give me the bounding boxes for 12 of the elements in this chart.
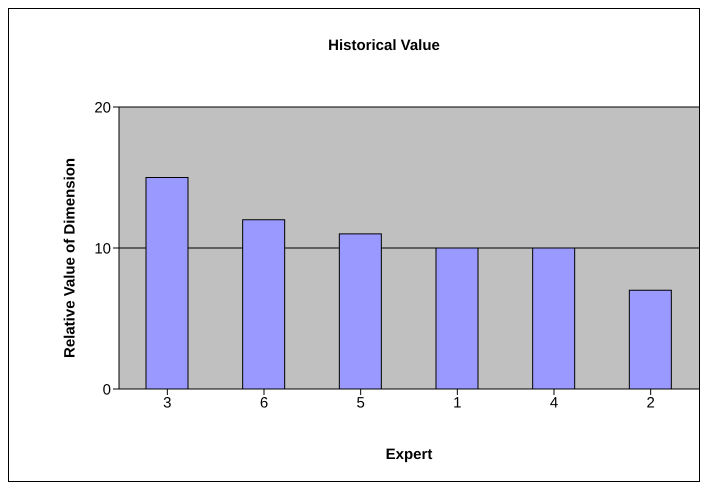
y-axis-title: Relative Value of Dimension [61, 158, 78, 358]
x-tick-label: 6 [260, 394, 268, 412]
y-tick-label: 0 [102, 381, 111, 398]
x-tick-label: 2 [646, 394, 655, 412]
y-tick-label: 10 [94, 240, 111, 258]
x-tick-label: 5 [356, 394, 365, 412]
x-axis-title: Expert [386, 446, 432, 463]
chart-title: Historical Value [327, 37, 441, 54]
x-tick-label: 4 [550, 394, 558, 412]
x-tick-label: 3 [163, 394, 172, 412]
y-tick-label: 20 [94, 99, 111, 116]
x-tick-label: 1 [453, 394, 462, 412]
